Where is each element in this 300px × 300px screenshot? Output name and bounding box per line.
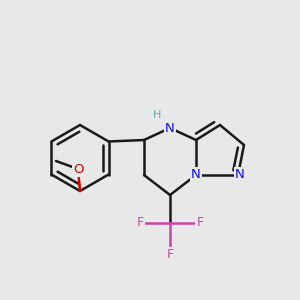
Text: F: F (196, 217, 204, 230)
Text: N: N (165, 122, 175, 134)
Text: O: O (73, 163, 83, 176)
Text: F: F (136, 217, 144, 230)
Text: N: N (235, 169, 245, 182)
Text: H: H (153, 110, 161, 120)
Text: F: F (167, 248, 174, 260)
Text: N: N (191, 169, 201, 182)
